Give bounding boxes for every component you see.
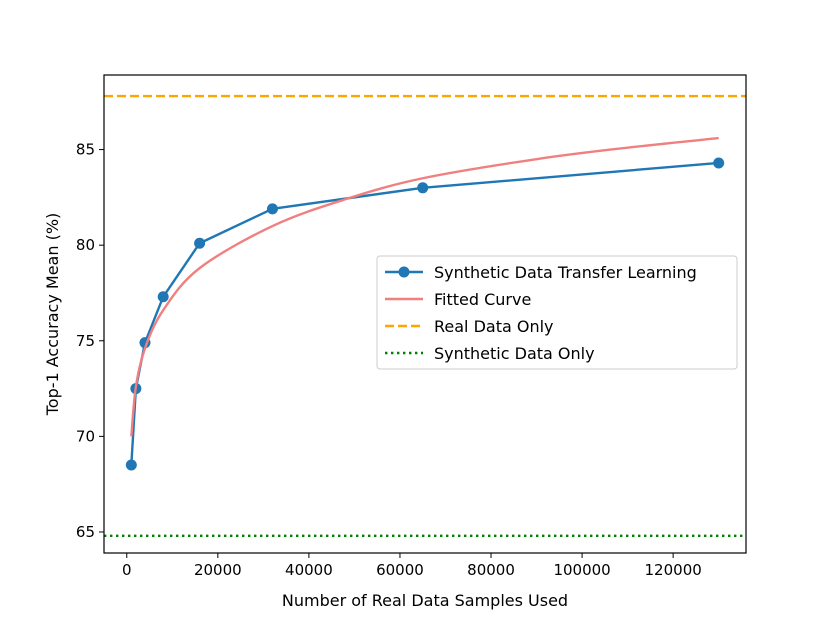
series-1-point bbox=[125, 459, 137, 471]
x-tick-label: 120000 bbox=[645, 561, 702, 579]
axes: 0 20000 40000 60000 80000 100000 120000 65 70 75 8… bbox=[76, 74, 747, 579]
legend-box bbox=[376, 255, 738, 370]
x-tick-label: 0 bbox=[122, 561, 132, 579]
legend-label: Synthetic Data Only bbox=[434, 344, 595, 363]
x-tick-label: 80000 bbox=[467, 561, 515, 579]
x-tick-label: 100000 bbox=[553, 561, 610, 579]
axes-frame bbox=[103, 74, 747, 554]
y-tick-label: 80 bbox=[76, 236, 95, 254]
y-tick-label: 70 bbox=[76, 427, 95, 445]
plot-area bbox=[104, 94, 746, 537]
y-tick-label: 85 bbox=[76, 141, 95, 159]
x-tick-label: 60000 bbox=[376, 561, 424, 579]
y-axis-label: Top-1 Accuracy Mean (%) bbox=[43, 213, 62, 417]
legend-label: Real Data Only bbox=[434, 317, 554, 336]
legend: Synthetic Data Transfer Learning Fitted C… bbox=[376, 255, 738, 370]
x-tick-label: 20000 bbox=[194, 561, 242, 579]
x-axis-label: Number of Real Data Samples Used bbox=[282, 591, 568, 610]
series-2-line bbox=[130, 136, 719, 437]
x-tick-label: 40000 bbox=[285, 561, 333, 579]
series-1-point bbox=[713, 157, 725, 169]
series-group bbox=[104, 94, 746, 537]
y-tick-label: 75 bbox=[76, 332, 95, 350]
legend-label: Synthetic Data Transfer Learning bbox=[434, 263, 697, 282]
series-1-point bbox=[417, 182, 429, 194]
legend-label: Fitted Curve bbox=[434, 290, 531, 309]
series-1-point bbox=[266, 203, 278, 215]
series-1-point bbox=[157, 291, 169, 303]
y-tick-label: 65 bbox=[76, 523, 95, 541]
legend-marker bbox=[398, 266, 410, 278]
series-1-point bbox=[194, 237, 206, 249]
